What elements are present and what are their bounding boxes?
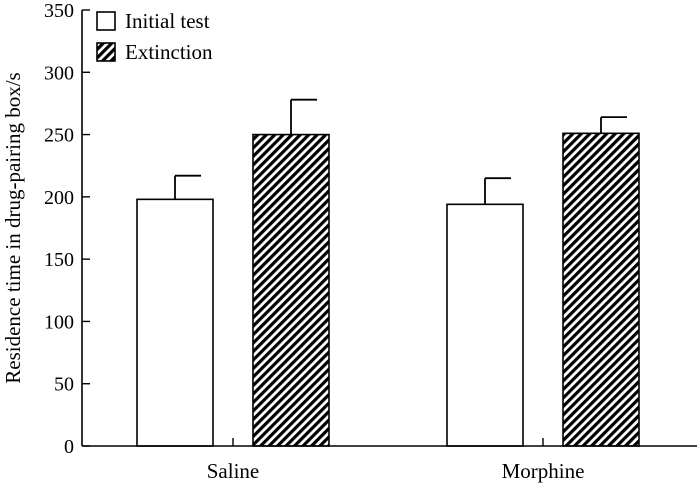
y-ticks: 0 50 100 150 200 250 300 350 <box>44 0 90 458</box>
bar-extinction-saline <box>252 133 330 447</box>
x-tick-label-saline: Saline <box>207 459 260 483</box>
y-tick-label: 150 <box>44 249 74 271</box>
bar-initial-test-saline <box>136 198 214 447</box>
legend-label-extinction: Extinction <box>125 40 213 64</box>
x-ticks: Saline Morphine <box>207 438 585 483</box>
y-axis-label: Residence time in drug-pairing box/s <box>1 72 25 383</box>
legend-swatch-extinction <box>96 42 116 62</box>
legend-label-initial-test: Initial test <box>125 9 210 33</box>
y-tick-label: 200 <box>44 187 74 209</box>
legend-swatch-initial-test <box>96 11 116 31</box>
y-tick-label: 250 <box>44 125 74 147</box>
bars <box>136 98 640 447</box>
x-tick-label-morphine: Morphine <box>502 459 585 483</box>
y-tick-label: 300 <box>44 62 74 84</box>
y-tick-label: 0 <box>64 436 74 458</box>
y-tick-label: 50 <box>54 374 74 396</box>
bar-initial-test-morphine <box>446 203 524 447</box>
legend: Initial test Extinction <box>96 9 213 64</box>
y-tick-label: 100 <box>44 311 74 333</box>
y-tick-label: 350 <box>44 0 74 22</box>
bar-extinction-morphine <box>562 132 640 447</box>
